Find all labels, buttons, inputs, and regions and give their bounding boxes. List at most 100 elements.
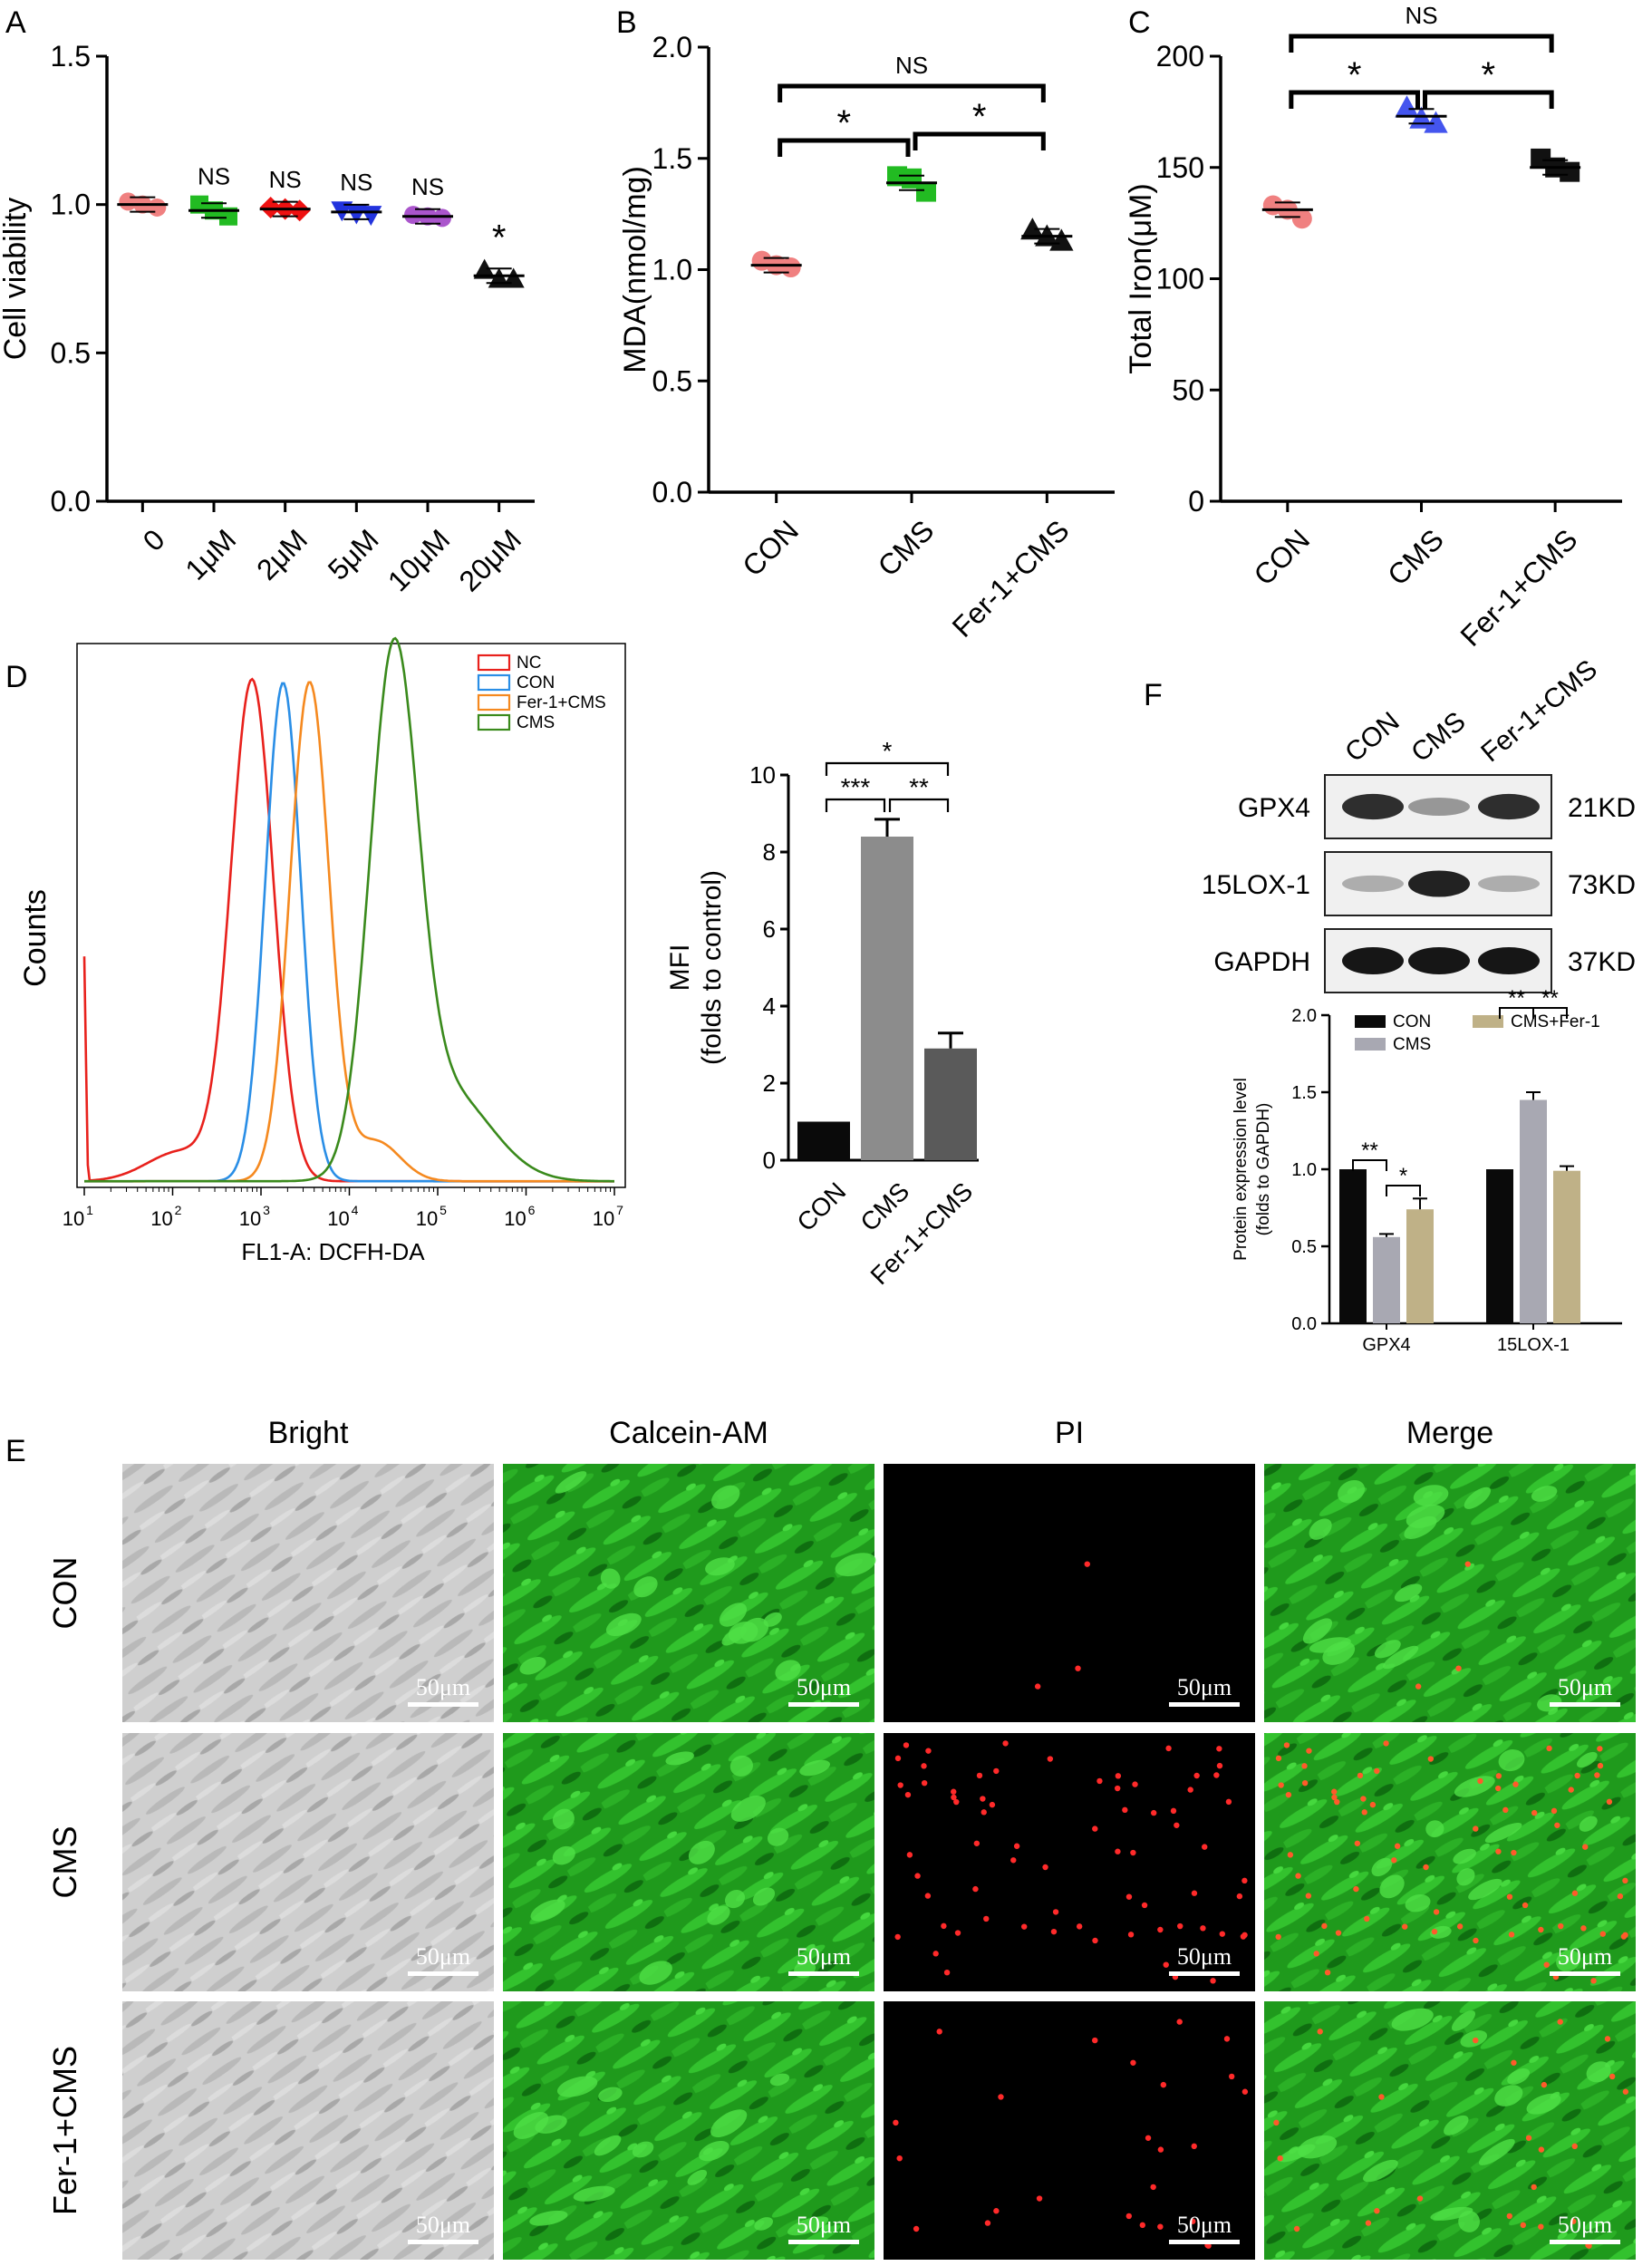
pi-dot xyxy=(1374,2208,1380,2214)
pi-dot xyxy=(924,1893,932,1899)
data-point xyxy=(1560,161,1580,182)
pi-dot xyxy=(1568,1787,1574,1793)
cell-body xyxy=(665,1751,694,1766)
pi-dot xyxy=(1084,1561,1090,1567)
pi-dot xyxy=(903,1742,910,1748)
pi-dot xyxy=(1163,1961,1169,1968)
micrograph-image xyxy=(503,1464,874,1722)
cell-body xyxy=(1458,2210,1480,2232)
pi-dot xyxy=(1558,1922,1564,1930)
significance-label: ** xyxy=(1508,986,1525,1011)
pi-dot xyxy=(1522,1902,1529,1909)
y-axis-label: Cell viability xyxy=(0,198,33,361)
y-tick-label: 0.0 xyxy=(51,485,91,518)
protein-label: 15LOX-1 xyxy=(1202,870,1310,900)
pi-dot xyxy=(1010,1857,1017,1864)
cell-body xyxy=(1456,1868,1475,1886)
pi-dot xyxy=(1216,1762,1223,1769)
y-tick-label: 0 xyxy=(763,1147,776,1174)
pi-dot xyxy=(1050,1928,1058,1935)
significance-bracket xyxy=(825,798,886,812)
pi-dot xyxy=(1360,1796,1367,1802)
pi-dot xyxy=(1225,1798,1232,1806)
pi-dot xyxy=(1321,1922,1328,1930)
micrograph-image xyxy=(1264,1733,1636,1991)
y-tick-label: 1.0 xyxy=(1291,1160,1317,1180)
cell-body xyxy=(1309,1518,1332,1540)
legend-label: NC xyxy=(517,654,541,673)
chart-mda: 0.0 0.5 1.0 1.5 2.0 MDA(nmol/mg) CON CMS Fer-1+C… xyxy=(618,31,1115,644)
significance-label: ** xyxy=(1541,986,1559,1011)
pi-dot xyxy=(1305,1893,1312,1899)
lane-label: CMS xyxy=(1406,706,1471,768)
legend-swatch xyxy=(1473,1015,1503,1028)
pi-dot xyxy=(1609,2073,1616,2080)
pi-dot xyxy=(1170,1807,1177,1815)
pi-dot xyxy=(1477,1777,1483,1785)
pi-dot xyxy=(1541,2081,1548,2088)
blot-band xyxy=(1342,947,1404,974)
pi-dot xyxy=(1570,2218,1577,2224)
bar xyxy=(1339,1169,1367,1323)
data-point xyxy=(148,198,167,217)
data-point xyxy=(404,206,422,225)
row-label: Fer-1+CMS xyxy=(46,2046,83,2215)
microscopy-grid: Bright Calcein-AM PI Merge CON CMS Fer-1+CMS 50… xyxy=(46,1416,1636,2260)
pi-dot xyxy=(1034,1683,1041,1690)
pi-dot xyxy=(1391,1857,1397,1864)
blot-band xyxy=(1478,875,1540,893)
cell-body xyxy=(1406,1504,1445,1528)
y-tick-label: 8 xyxy=(763,838,776,866)
cell-body xyxy=(1363,2159,1398,2183)
panel-letter-a: A xyxy=(5,5,26,40)
pi-dot xyxy=(993,2208,1000,2214)
x-tick-label: 2μM xyxy=(250,523,314,586)
significance-label: ** xyxy=(1361,1138,1378,1163)
pi-dot xyxy=(1287,1852,1294,1858)
x-axis-label: FL1-A: DCFH-DA xyxy=(241,1238,425,1265)
pi-dot xyxy=(973,1840,981,1846)
cell-body xyxy=(688,1840,715,1864)
significance-label: NS xyxy=(198,163,230,190)
pi-dot xyxy=(1606,1798,1613,1806)
pi-dot xyxy=(943,1969,951,1976)
pi-dot xyxy=(1369,1801,1377,1808)
significance-label: NS xyxy=(895,52,928,79)
y-tick-label: 2.0 xyxy=(1291,1006,1317,1026)
pi-dot xyxy=(1139,2222,1146,2229)
legend-swatch xyxy=(477,673,511,692)
pi-dot xyxy=(972,1885,979,1893)
micrograph-2-0: 50μm xyxy=(122,2001,494,2260)
pi-dot xyxy=(1150,1809,1157,1816)
pi-dot xyxy=(1176,2019,1183,2025)
pi-dot xyxy=(984,2220,991,2226)
cell-body xyxy=(729,1755,753,1777)
pi-dot xyxy=(1495,1773,1502,1779)
pi-dot xyxy=(1597,1762,1604,1769)
micrograph-0-2: 50μm xyxy=(884,1464,1255,1722)
pi-dot xyxy=(1331,1794,1338,1801)
x-tick-label: 0 xyxy=(137,523,171,557)
data-point xyxy=(345,204,368,225)
pi-dot xyxy=(894,1933,901,1941)
cell-body xyxy=(1430,2206,1473,2221)
legend-swatch xyxy=(1355,1038,1386,1051)
cell-body xyxy=(552,1808,575,1830)
pi-dot xyxy=(1594,1772,1600,1778)
pi-dot xyxy=(1295,1873,1301,1879)
legend-swatch xyxy=(1355,1015,1386,1028)
y-tick-label: 0.0 xyxy=(1291,1314,1317,1334)
micrograph-image xyxy=(122,1464,494,1722)
y-tick-label: 4 xyxy=(763,993,776,1020)
scale-bar-label: 50μm xyxy=(1177,1943,1232,1970)
scale-bar xyxy=(408,1702,478,1707)
significance-label: * xyxy=(1348,55,1362,95)
cell-body xyxy=(1464,1486,1492,1509)
x-tick-exponent: 2 xyxy=(175,1203,182,1217)
significance-bracket xyxy=(913,131,1046,150)
scale-bar xyxy=(1169,2240,1240,2244)
x-tick-label-group: 10 2 xyxy=(150,1203,181,1230)
pi-dot xyxy=(1301,1779,1309,1787)
pi-dot xyxy=(1273,2119,1280,2126)
